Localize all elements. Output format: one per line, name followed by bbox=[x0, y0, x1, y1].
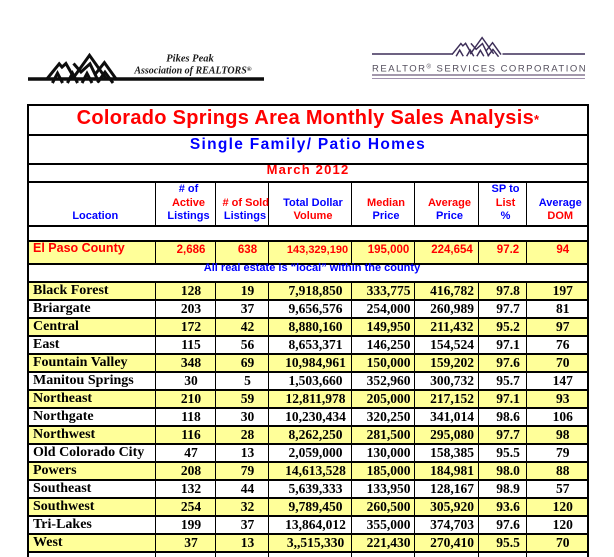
svg-text:Association of REALTORS®: Association of REALTORS® bbox=[133, 66, 251, 77]
svg-text:REALTOR® SERVICES CORPORATION: REALTOR® SERVICES CORPORATION bbox=[372, 64, 587, 75]
svg-text:Pikes Peak: Pikes Peak bbox=[166, 54, 214, 65]
